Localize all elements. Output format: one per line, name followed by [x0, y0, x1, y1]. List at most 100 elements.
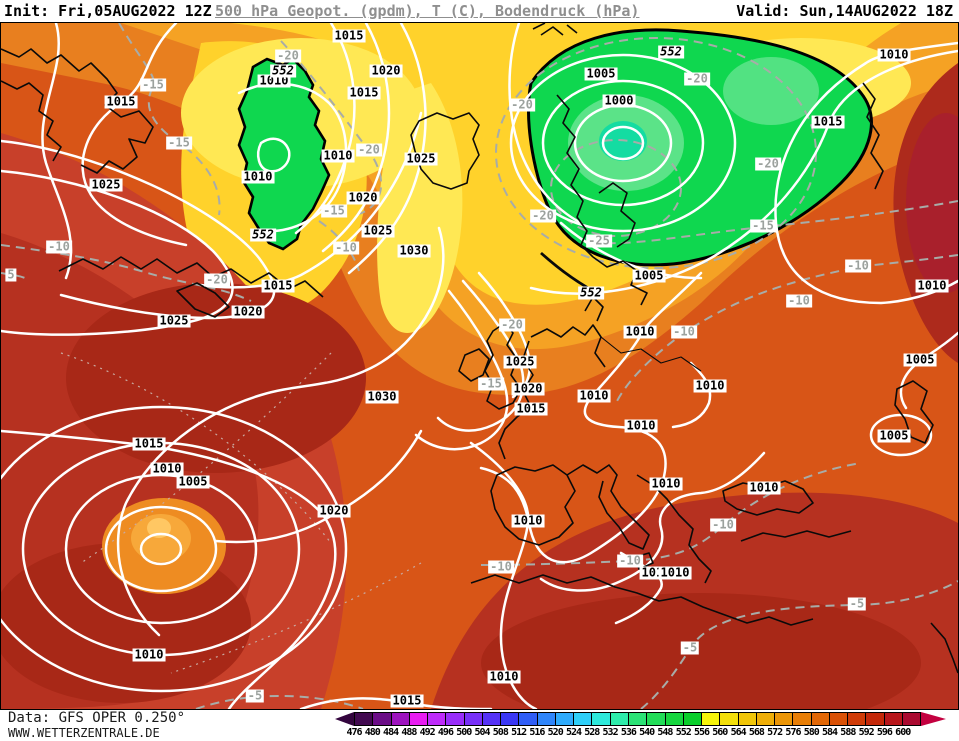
pressure-label: 1010: [877, 47, 911, 62]
colorbar-cell: [555, 713, 575, 725]
colorbar-tick-label: 520: [547, 727, 564, 738]
temperature-label: -20: [755, 156, 781, 171]
pressure-label: 1015: [347, 85, 381, 100]
pressure-label: 1010: [132, 647, 166, 662]
temperature-label: -15: [166, 135, 192, 150]
pressure-label: 1030: [365, 389, 399, 404]
colorbar-cell: [537, 713, 556, 725]
weather-map: 1015 1020 1010 1015 1015 1010 1025 1010 1025 1020…: [0, 22, 959, 710]
temperature-label: -20: [499, 317, 525, 332]
valid-time-label: Valid: Sun,14AUG2022 18Z: [736, 2, 953, 20]
temperature-label: 5: [5, 267, 17, 282]
colorbar-tick-label: 508: [492, 727, 509, 738]
pressure-label: 1025: [503, 354, 537, 369]
colorbar-tick-label: 512: [511, 727, 527, 738]
colorbar-tick-label: 480: [364, 727, 381, 738]
colorbar-cell: [702, 713, 721, 725]
pressure-label: 1010: [487, 669, 521, 684]
temperature-label: -10: [46, 239, 72, 254]
coastlines-group: [1, 23, 958, 674]
colorbar-left-arrow: [335, 712, 354, 726]
temperature-label: -5: [847, 596, 867, 611]
pressure-label: 1010: [577, 388, 611, 403]
colorbar-tick-label: 556: [693, 727, 710, 738]
pressure-label: 1015: [261, 278, 295, 293]
temperature-label: -5: [680, 640, 700, 655]
temperature-label: -10: [488, 559, 514, 574]
colorbar-cell: [793, 713, 812, 725]
colorbar-cell: [355, 713, 374, 725]
temperature-label: -20: [530, 208, 556, 223]
colorbar-cell: [884, 713, 903, 725]
pressure-label: 1005: [176, 474, 210, 489]
colorbar-cell: [482, 713, 502, 725]
pressure-label: 1025: [89, 177, 123, 192]
colorbar-tick-label: 576: [785, 727, 801, 738]
colorbar-tick-label: 564: [730, 727, 747, 738]
pressure-label: 1000: [602, 93, 636, 108]
colorbar-cell: [738, 713, 757, 725]
pressure-label: 1020: [346, 190, 380, 205]
pressure-label: 1025: [361, 223, 395, 238]
colorbar-tick-label: 592: [858, 727, 875, 738]
colorbar-tick-label: 488: [401, 727, 417, 738]
colorbar-tick-label: 504: [474, 727, 491, 738]
pressure-label: 1010: [624, 418, 658, 433]
pressure-label: 1010: [321, 148, 355, 163]
pressure-label: 1015: [390, 693, 424, 708]
pressure-label: 1010: [511, 513, 545, 528]
colorbar-cell: [720, 713, 739, 725]
isobars-group: [1, 23, 958, 709]
colorbar-cell: [610, 713, 629, 725]
temperature-label: -15: [750, 218, 776, 233]
colorbar-tick-label: 560: [712, 727, 728, 738]
colorbar-cell: [647, 713, 666, 725]
colorbar-cell: [829, 713, 849, 725]
colorbar-tick-label: 536: [620, 727, 637, 738]
temperature-label: -20: [356, 142, 382, 157]
colorbar-tick-label: 516: [529, 727, 545, 738]
pressure-label: 1005: [877, 428, 911, 443]
temperature-label: -15: [478, 376, 504, 391]
colorbar-tick-label: 600: [895, 727, 911, 738]
colorbar-tick-label: 552: [675, 727, 692, 738]
website-label: WWW.WETTERZENTRALE.DE: [8, 726, 160, 740]
pressure-label: 1005: [584, 66, 618, 81]
pressure-label: 1015: [332, 28, 366, 43]
colorbar-right-arrow: [921, 712, 946, 726]
pressure-label: 1015: [104, 94, 138, 109]
colorbar-tick-label: 496: [437, 727, 454, 738]
colorbar-tick-label: 528: [584, 727, 600, 738]
temperature-label: -10: [333, 240, 359, 255]
temperature-label: -10: [786, 293, 812, 308]
colorbar-cell: [665, 713, 684, 725]
temperature-label: -20: [204, 272, 230, 287]
temperature-label: -10: [671, 324, 697, 339]
geopotential-label: 552: [250, 227, 276, 242]
header-bar: Init: Fri,05AUG2022 12Z 500 hPa Geopot. …: [0, 0, 959, 22]
colorbar-cell: [464, 713, 483, 725]
pressure-label: 1010: [693, 378, 727, 393]
pressure-label: 1020: [317, 503, 351, 518]
colorbar-tick-label: 524: [565, 727, 582, 738]
colorbar-cell: [866, 713, 885, 725]
colorbar-tick-label: 596: [876, 727, 893, 738]
colorbar-tick-label: 580: [803, 727, 820, 738]
colorbar-tick-label: 532: [602, 727, 619, 738]
pressure-label: 1005: [903, 352, 937, 367]
pressure-label: 1020: [231, 304, 265, 319]
colorbar-tick-label: 548: [657, 727, 673, 738]
geopotential-label: 552: [270, 63, 296, 78]
colorbar-tick-label: 476: [346, 727, 362, 738]
data-source-label: Data: GFS OPER 0.250°: [8, 710, 186, 726]
colorbar-cell: [373, 713, 392, 725]
pressure-label: 1010: [623, 324, 657, 339]
pressure-label: 1030: [397, 243, 431, 258]
colorbar-tick-label: 500: [456, 727, 472, 738]
geopotential-label: 552: [578, 285, 604, 300]
pressure-label: 1010: [150, 461, 184, 476]
pressure-label: 1010: [649, 476, 683, 491]
geopotential-colorbar: [335, 712, 946, 726]
pressure-label: 1015: [811, 114, 845, 129]
